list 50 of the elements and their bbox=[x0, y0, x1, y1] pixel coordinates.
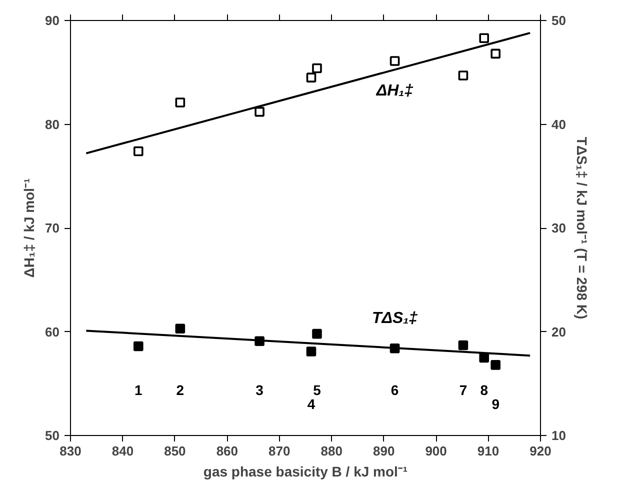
annotation: 2 bbox=[176, 382, 184, 398]
y2-tick-label: 30 bbox=[552, 220, 566, 236]
x-tick-label: 910 bbox=[477, 444, 500, 458]
x-tick-label: 870 bbox=[268, 444, 290, 458]
annotation: 5 bbox=[313, 382, 322, 398]
annotation: 6 bbox=[390, 382, 399, 398]
point bbox=[390, 56, 400, 66]
point bbox=[490, 48, 500, 59]
point bbox=[306, 72, 316, 82]
point bbox=[479, 352, 489, 363]
y-tick-label: 60 bbox=[45, 324, 60, 340]
point bbox=[306, 346, 316, 356]
y-tick-label: 80 bbox=[45, 116, 60, 132]
y-axis-title: ΔH₁‡ / kJ mol⁻¹ bbox=[21, 178, 38, 278]
x-tick-label: 890 bbox=[372, 444, 395, 458]
x-tick-label: 840 bbox=[112, 444, 134, 458]
annotation: 3 bbox=[256, 382, 264, 398]
annotation: 4 bbox=[307, 396, 316, 412]
series-label: ΔH₁‡ bbox=[375, 82, 414, 100]
x-tick-label: 830 bbox=[60, 444, 82, 458]
y2-tick-label: 40 bbox=[552, 116, 566, 132]
point bbox=[312, 328, 322, 339]
point bbox=[458, 340, 468, 350]
y2-tick-label: 50 bbox=[552, 13, 566, 28]
x-tick-label: 850 bbox=[164, 444, 186, 458]
y-tick-label: 50 bbox=[45, 428, 60, 443]
annotation: 1 bbox=[134, 382, 142, 398]
annotation: 7 bbox=[459, 382, 468, 398]
y2-tick-label: 10 bbox=[552, 428, 566, 443]
annotation: 9 bbox=[492, 396, 500, 412]
point bbox=[458, 70, 468, 80]
y-tick-label: 90 bbox=[45, 13, 60, 28]
point bbox=[312, 63, 322, 74]
point bbox=[133, 146, 144, 156]
point bbox=[175, 324, 186, 334]
y-tick-label: 70 bbox=[45, 220, 60, 236]
x-axis-title: gas phase basicity B / kJ mol⁻¹ bbox=[203, 464, 408, 480]
series-label: TΔS₁‡ bbox=[372, 310, 418, 327]
point bbox=[479, 33, 489, 44]
point bbox=[490, 360, 500, 370]
point bbox=[133, 341, 144, 352]
x-tick-label: 900 bbox=[425, 444, 447, 458]
point bbox=[254, 106, 264, 117]
x-tick-label: 920 bbox=[530, 444, 552, 458]
point bbox=[175, 98, 186, 108]
y2-tick-label: 20 bbox=[552, 324, 566, 340]
y2-axis-title: TΔS₁‡ / kJ mol⁻¹ (T = 298 K) bbox=[574, 136, 590, 320]
x-tick-label: 860 bbox=[216, 444, 238, 458]
annotation: 8 bbox=[480, 382, 488, 398]
x-tick-label: 880 bbox=[320, 444, 342, 458]
